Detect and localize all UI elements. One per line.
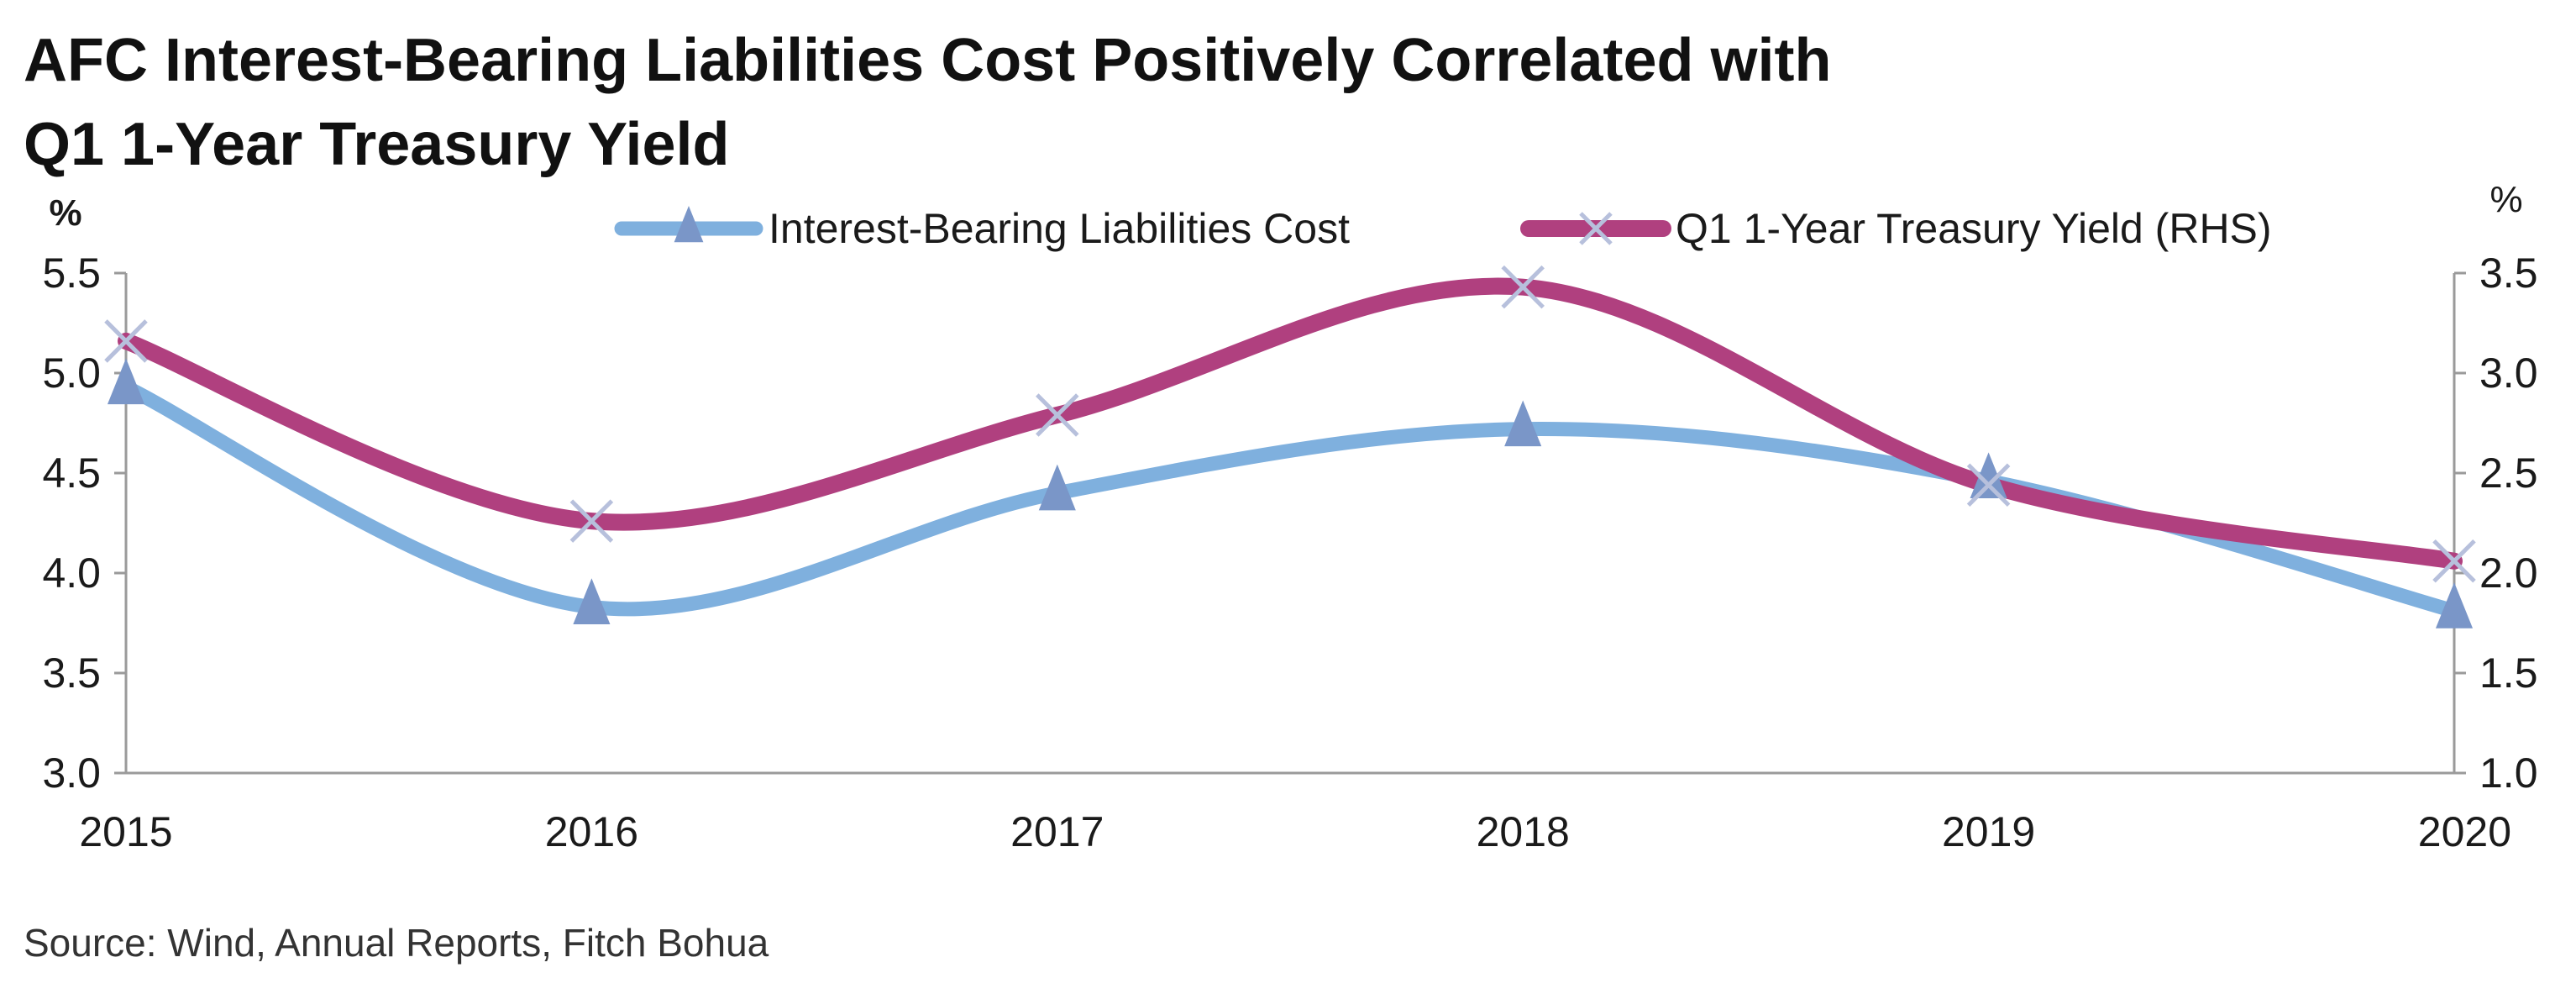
left-axis-tick-label: 4.0: [42, 550, 101, 597]
left-axis-tick-label: 3.5: [42, 650, 101, 697]
chart-title: AFC Interest-Bearing Liabilities Cost Po…: [24, 18, 2459, 187]
series-1-point: [107, 358, 145, 405]
right-axis-tick-label: 2.5: [2479, 450, 2538, 497]
right-axis-tick-label: 1.5: [2479, 650, 2538, 697]
right-axis-tick-label: 2.0: [2479, 550, 2538, 597]
left-axis-tick-label: 5.5: [42, 250, 101, 297]
series-1-point: [1970, 452, 2007, 499]
series-1-point: [2435, 582, 2474, 628]
chart-markers: [104, 265, 2476, 628]
x-axis-tick-label: 2016: [545, 808, 638, 855]
legend-label-1: Interest-Bearing Liabilities Cost: [769, 205, 1350, 252]
x-axis-tick-label: 2015: [79, 808, 172, 855]
series-2-point: [1501, 265, 1545, 309]
x-axis-tick-label: 2017: [1010, 808, 1104, 855]
source-note: Source: Wind, Annual Reports, Fitch Bohu…: [24, 921, 769, 965]
left-axis-unit: %: [49, 192, 81, 234]
x-axis-tick-label: 2020: [2418, 808, 2511, 855]
series-1-point: [1504, 400, 1542, 447]
series-line-2: [118, 277, 2463, 570]
right-axis-tick-label: 3.0: [2479, 350, 2538, 397]
chart-title-line-1: AFC Interest-Bearing Liabilities Cost Po…: [24, 27, 1832, 94]
series-2-point: [1966, 463, 2011, 508]
x-axis-tick-label: 2018: [1477, 808, 1570, 855]
chart-title-line-2: Q1 1-Year Treasury Yield: [24, 111, 730, 178]
chart-series-lines: [118, 277, 2463, 618]
series-1-point: [573, 578, 611, 624]
right-axis-tick-label: 1.0: [2479, 749, 2538, 797]
left-axis-tick-label: 5.0: [42, 350, 101, 397]
left-axis-tick-label: 3.0: [42, 749, 101, 797]
x-axis-tick-label: 2019: [1942, 808, 2035, 855]
legend-marker-1: [674, 206, 704, 243]
right-axis-tick-label: 3.5: [2479, 250, 2538, 297]
left-axis-tick-label: 4.5: [42, 450, 101, 497]
chart-legend: Interest-Bearing Liabilities Cost Q1 1-Ye…: [614, 205, 2272, 252]
series-2-point: [2432, 539, 2476, 583]
legend-marker-2: [1579, 212, 1613, 245]
series-2-point: [1036, 393, 1079, 437]
right-axis-unit: %: [2489, 179, 2522, 220]
series-2-point: [569, 499, 614, 543]
series-2-point: [104, 319, 148, 363]
legend-label-2: Q1 1-Year Treasury Yield (RHS): [1676, 205, 2272, 252]
series-1-point: [1038, 464, 1076, 511]
chart-axes: 3.0 3.5 4.0 4.5 5.0 5.5 1.0 1.5 2.0 2.5 3.0 3.5 2015…: [42, 179, 2537, 855]
